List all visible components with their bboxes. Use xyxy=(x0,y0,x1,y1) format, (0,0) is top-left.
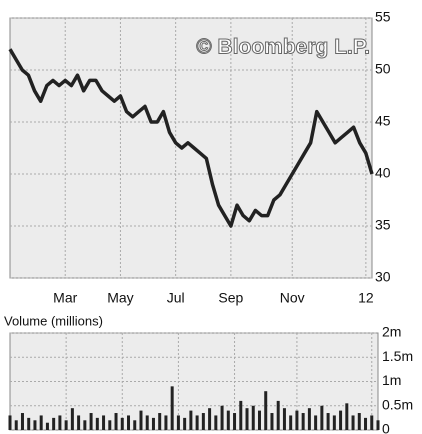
volume-bar xyxy=(183,417,187,430)
volume-bar xyxy=(295,410,299,430)
volume-bar xyxy=(326,413,330,430)
y-tick-label: 35 xyxy=(375,217,391,233)
volume-bar xyxy=(270,413,274,430)
volume-bar xyxy=(208,408,212,430)
volume-bar xyxy=(145,415,149,430)
volume-bar xyxy=(14,420,18,430)
volume-bar xyxy=(257,410,261,430)
y-tick-label: 55 xyxy=(375,9,391,25)
volume-bar xyxy=(139,410,143,430)
x-tick-label: Mar xyxy=(53,290,77,306)
volume-bar xyxy=(239,400,243,430)
volume-bar xyxy=(127,415,131,430)
volume-bar xyxy=(251,405,255,430)
y-tick-label: 40 xyxy=(375,165,391,181)
volume-bar xyxy=(214,415,218,430)
volume-bar xyxy=(201,413,205,430)
volume-bar xyxy=(176,415,180,430)
y-tick-label: 45 xyxy=(375,113,391,129)
x-tick-label: May xyxy=(107,290,133,306)
x-tick-label: Jul xyxy=(167,290,185,306)
volume-bar xyxy=(95,417,99,430)
y-tick-label: 0.5m xyxy=(382,396,413,412)
volume-bar xyxy=(351,415,355,430)
volume-bar xyxy=(8,415,12,430)
volume-bar xyxy=(114,413,118,430)
x-tick-label: 12 xyxy=(358,290,374,306)
volume-bar xyxy=(45,422,49,430)
volume-bar xyxy=(133,420,137,430)
volume-bar xyxy=(83,420,87,430)
volume-bar xyxy=(282,408,286,430)
volume-bar xyxy=(158,413,162,430)
volume-bar xyxy=(357,413,361,430)
volume-bar xyxy=(33,420,37,430)
y-tick-label: 2m xyxy=(382,324,401,340)
volume-bar xyxy=(89,413,93,430)
volume-bar xyxy=(220,405,224,430)
volume-bar xyxy=(39,415,43,430)
price-line xyxy=(8,48,374,228)
volume-bar xyxy=(276,400,280,430)
volume-bar xyxy=(226,410,230,430)
volume-bar xyxy=(376,420,380,430)
y-tick-label: 30 xyxy=(375,269,391,285)
volume-bar xyxy=(364,417,368,430)
volume-bar xyxy=(189,410,193,430)
volume-bar xyxy=(58,415,62,430)
volume-bar xyxy=(301,413,305,430)
volume-bar xyxy=(307,408,311,430)
volume-bar xyxy=(314,415,318,430)
volume-bar xyxy=(64,420,68,430)
volume-bar xyxy=(233,413,237,430)
volume-bar xyxy=(332,415,336,430)
volume-bar xyxy=(77,415,81,430)
volume-bar xyxy=(370,415,374,430)
y-tick-label: 0 xyxy=(382,421,390,434)
volume-bar xyxy=(320,405,324,430)
volume-bar xyxy=(120,417,124,430)
volume-bar xyxy=(289,415,293,430)
volume-bar xyxy=(108,420,112,430)
volume-bar xyxy=(52,417,56,430)
volume-bar xyxy=(264,391,268,430)
y-tick-label: 50 xyxy=(375,61,391,77)
volume-bar xyxy=(164,415,168,430)
volume-bar xyxy=(339,410,343,430)
volume-bar xyxy=(245,408,249,430)
x-tick-label: Sep xyxy=(218,290,243,306)
watermark: © Bloomberg L.P. xyxy=(196,36,370,59)
x-tick-label: Nov xyxy=(280,290,305,306)
volume-bar xyxy=(151,417,155,430)
y-tick-label: 1.5m xyxy=(382,348,413,364)
volume-bar xyxy=(27,417,31,430)
volume-bar xyxy=(170,386,174,430)
y-tick-label: 1m xyxy=(382,372,401,388)
volume-bar xyxy=(195,415,199,430)
volume-bar xyxy=(345,403,349,430)
chart-title: Volume (millions) xyxy=(4,313,103,328)
volume-bar xyxy=(102,415,106,430)
volume-bar xyxy=(70,408,74,430)
volume-bar xyxy=(20,413,24,430)
plot-area xyxy=(9,17,373,279)
